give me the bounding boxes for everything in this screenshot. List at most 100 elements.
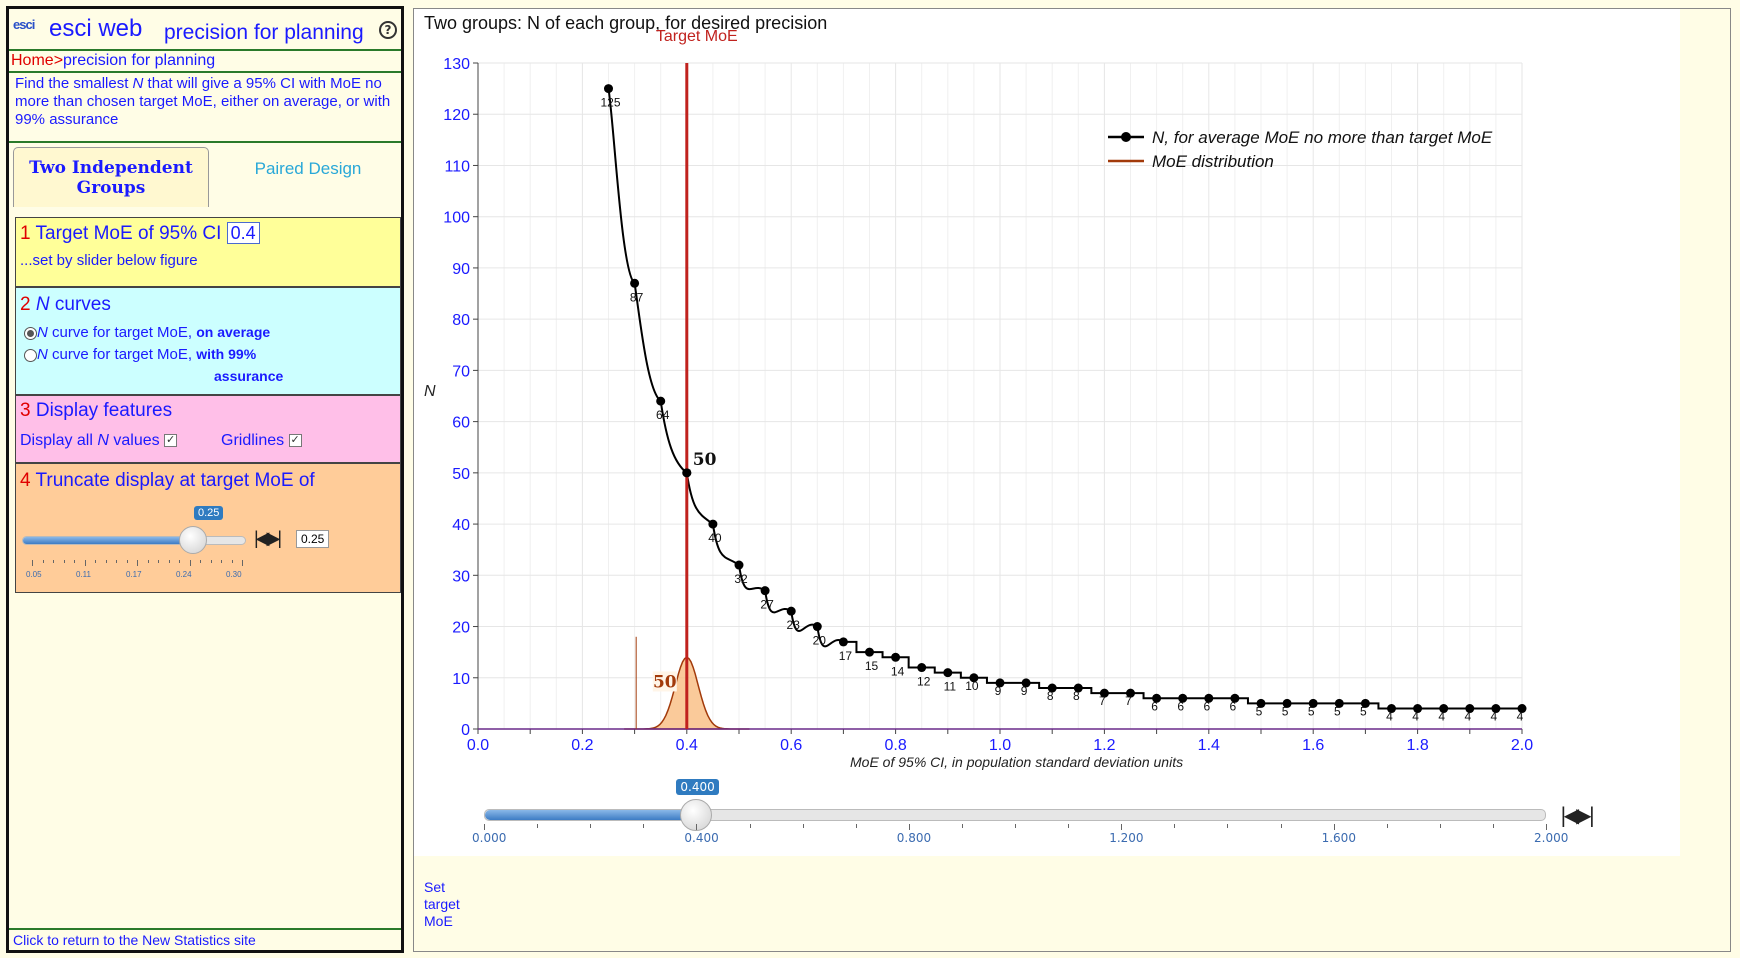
target-moe-slider-tick-label: 1.200: [1109, 831, 1144, 845]
panel-truncate: 4 Truncate display at target MoE of 0.25…: [15, 463, 401, 593]
n-point-label: 12: [917, 675, 931, 689]
truncate-slider-tick: [189, 560, 191, 566]
display-all-label-n: N: [97, 432, 109, 449]
display-all-n-option[interactable]: Display all N values ✓: [20, 432, 178, 450]
control-panel: esci esci web precision for planning ? H…: [6, 6, 404, 953]
y-tick-label: 120: [443, 107, 470, 124]
n-point-label: 5: [1308, 704, 1315, 718]
truncate-slider-tick-label: 0.24: [176, 570, 192, 579]
x-tick-label: 1.6: [1302, 737, 1324, 754]
n-curve-point: [1099, 688, 1109, 698]
set-target-moe-label: Set target MoE: [424, 879, 460, 929]
truncate-slider-tick: [105, 560, 107, 563]
x-tick-label: 0.8: [884, 737, 906, 754]
n-curve-point: [1387, 704, 1396, 714]
truncate-slider-track[interactable]: [22, 536, 246, 545]
x-tick-label: 1.2: [1093, 737, 1115, 754]
display-all-checkbox[interactable]: ✓: [164, 434, 178, 448]
n-curve-point: [786, 606, 796, 616]
dist-n-label: 50: [653, 672, 677, 692]
target-moe-slider-tick: [590, 824, 592, 828]
n-curve-line: [607, 88, 1522, 710]
y-tick-label: 110: [444, 158, 470, 175]
panel4-heading: 4 Truncate display at target MoE of: [20, 470, 315, 492]
target-moe-slider-tick: [1333, 824, 1335, 830]
n-curve-point: [1282, 698, 1292, 708]
x-tick-label: 0.0: [467, 737, 489, 754]
panel1-number: 1: [20, 223, 31, 244]
panel1-title: Target MoE of 95% CI: [35, 223, 222, 244]
n-curve-point: [760, 586, 770, 596]
target-moe-step-icon[interactable]: |◀▶|: [1560, 803, 1595, 827]
truncate-slider-tick: [53, 560, 54, 563]
target-moe-slider-track[interactable]: [484, 809, 1546, 821]
n-curve-point: [630, 278, 640, 288]
n-curve-point: [1126, 688, 1135, 698]
target-moe-slider-tick: [643, 824, 645, 828]
y-tick-label: 70: [452, 363, 470, 380]
target-moe-slider-tick-label: 0.000: [472, 831, 507, 845]
n-point-label: 32: [734, 572, 748, 586]
design-tabs: Two Independent Groups Paired Design: [9, 147, 401, 209]
n-point-label: 64: [656, 408, 670, 422]
dist-n-label-bg: [652, 671, 677, 692]
truncate-slider-tick: [168, 560, 170, 563]
breadcrumb-home-link[interactable]: Home: [11, 52, 54, 69]
esci-logo[interactable]: esci: [13, 17, 35, 32]
tab-paired-design[interactable]: Paired Design: [254, 159, 362, 178]
n-point-label: 5: [1256, 704, 1263, 718]
truncate-slider-tick-label: 0.30: [226, 570, 242, 579]
n-point-label: 23: [787, 618, 801, 632]
tab-two-independent-groups[interactable]: Two Independent Groups: [13, 147, 209, 207]
gridlines-option[interactable]: Gridlines ✓: [221, 432, 302, 450]
target-moe-slider-tick: [1015, 824, 1016, 828]
n-point-label: 9: [995, 684, 1002, 698]
new-statistics-link[interactable]: Click to return to the New Statistics si…: [9, 928, 401, 950]
curve-option-average[interactable]: N curve for target MoE, on average: [24, 324, 270, 341]
n-curve-chart: 0 10 20 30 40 50 60 70 80 90 100 110 120 130 0.0 0.2 0.4…: [424, 28, 1533, 770]
truncate-value-box[interactable]: 0.25: [296, 530, 330, 548]
target-moe-slider-tick: [696, 824, 698, 830]
n-curve-point: [969, 673, 979, 683]
radio-assurance[interactable]: [24, 348, 37, 362]
target-moe-label: Target MoE: [656, 28, 738, 45]
intro-text: Find the smallest N that will give a 95%…: [9, 73, 401, 143]
n-point-label: 27: [760, 598, 774, 612]
truncate-slider-tick: [116, 560, 117, 563]
radio-average[interactable]: [24, 326, 37, 340]
truncate-slider-tick: [221, 560, 222, 563]
curve-option-assurance[interactable]: N curve for target MoE, with 99%: [24, 346, 256, 363]
n-point-label: 7: [1099, 694, 1106, 708]
display-all-label-a: Display all: [20, 432, 98, 449]
target-moe-slider-tick: [1068, 824, 1070, 828]
n-point-label: 11: [944, 680, 957, 694]
y-tick-label: 40: [452, 517, 470, 534]
app-title: esci web: [49, 15, 143, 42]
n-point-label: 5: [1282, 704, 1289, 718]
truncate-slider-tick: [32, 560, 33, 566]
truncate-slider-tick: [158, 560, 159, 563]
gridlines-label: Gridlines: [221, 432, 285, 449]
opt1-text: curve for target MoE,: [47, 324, 197, 341]
n-curve-point: [1230, 693, 1240, 703]
truncate-slider-tick: [242, 560, 243, 566]
n-curve-point: [943, 668, 953, 678]
app-subtitle: precision for planning: [164, 21, 364, 44]
gridlines-checkbox[interactable]: ✓: [288, 434, 302, 448]
opt1-bold: on average: [196, 324, 271, 340]
n-point-label: 4: [1517, 710, 1524, 724]
target-moe-slider-tick: [1439, 824, 1441, 828]
n-point-label: 4: [1412, 710, 1419, 724]
n-curve-point: [1256, 698, 1266, 708]
n-point-label: 6: [1151, 699, 1158, 713]
truncate-slider-handle[interactable]: [178, 526, 207, 554]
step-nav-icon[interactable]: |◀▶|: [254, 528, 282, 548]
n-curve-point: [1465, 704, 1475, 714]
n-curve-point: [1204, 693, 1214, 703]
target-moe-slider-fill: [485, 810, 698, 820]
n-point-label: 6: [1230, 699, 1237, 713]
help-icon[interactable]: ?: [379, 21, 397, 39]
panel2-heading: 2 N curves: [20, 294, 111, 316]
truncate-slider-badge: 0.25: [194, 506, 224, 520]
x-tick-label: 1.8: [1406, 737, 1428, 754]
